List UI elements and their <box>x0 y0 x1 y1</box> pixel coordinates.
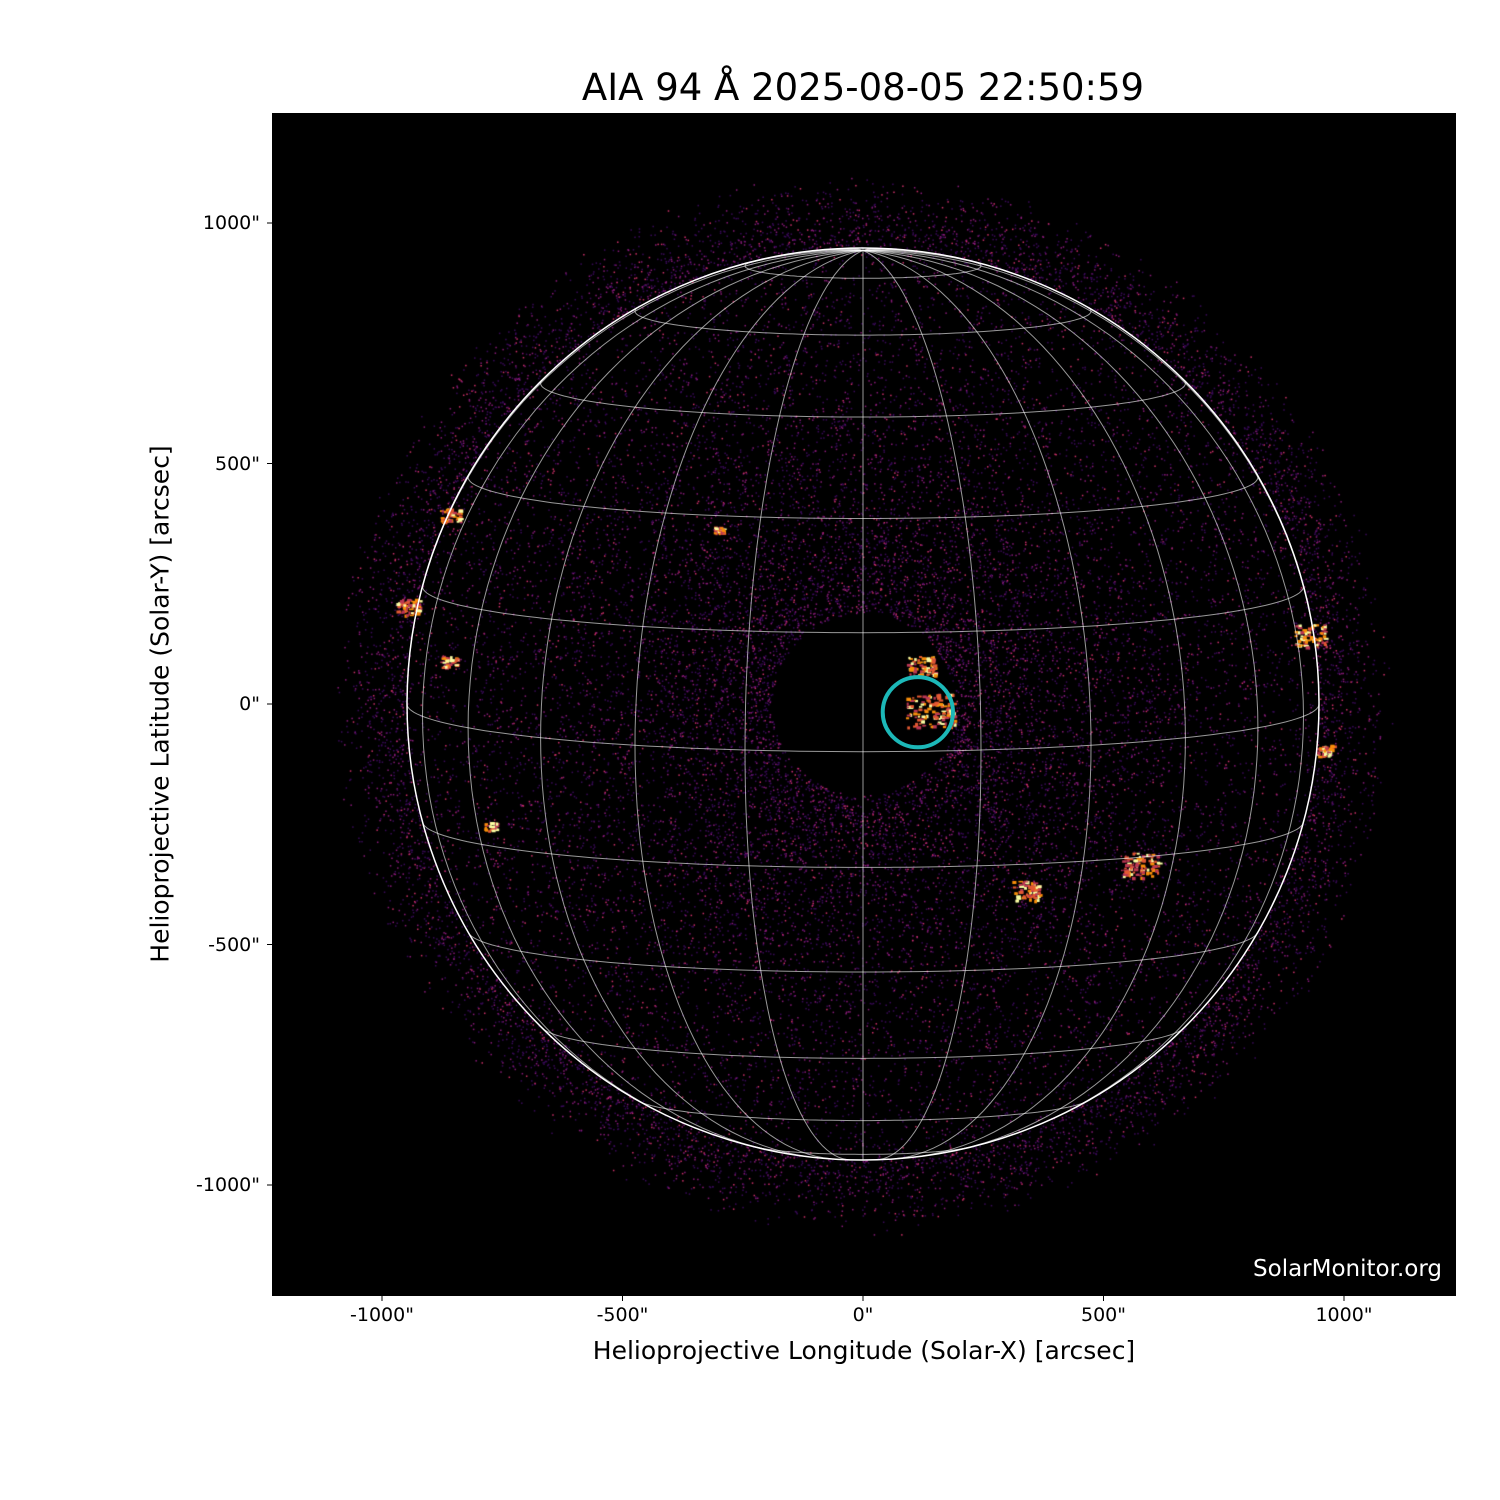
longitude-line <box>744 250 864 1160</box>
y-tick-label: -1000" <box>196 1174 260 1196</box>
x-tick-label: 500" <box>1080 1304 1127 1326</box>
y-tick-label: 1000" <box>202 212 260 234</box>
longitude-line <box>540 250 864 1157</box>
x-tick-label: -1000" <box>350 1304 414 1326</box>
longitude-line <box>467 250 864 1153</box>
longitude-line <box>862 250 1186 1157</box>
x-axis-label: Helioprojective Longitude (Solar-X) [arc… <box>592 1336 1136 1365</box>
y-tick-label: -500" <box>208 933 260 956</box>
longitude-line <box>862 250 1305 1124</box>
longitude-line <box>862 250 1259 1153</box>
solar-image <box>272 113 1456 1296</box>
solar-limb <box>406 247 1320 1161</box>
x-tick-label: 1000" <box>1315 1304 1373 1326</box>
y-tick-label: 500" <box>214 452 260 475</box>
highlight-circle <box>880 675 955 750</box>
x-tick-label: 0" <box>852 1304 874 1326</box>
watermark: SolarMonitor.org <box>1253 1256 1442 1282</box>
y-axis-label: Helioprojective Latitude (Solar-Y) [arcs… <box>145 445 175 963</box>
heliographic-grid <box>406 247 1320 1161</box>
longitude-line <box>862 250 982 1160</box>
x-tick-label: -500" <box>596 1304 649 1326</box>
longitude-line <box>862 250 1092 1160</box>
longitude-line <box>634 250 864 1160</box>
chart-title: AIA 94 Å 2025-08-05 22:50:59 <box>581 66 1145 109</box>
solar-image-plot: SolarMonitor.org <box>272 113 1456 1296</box>
y-tick-label: 0" <box>239 693 260 715</box>
longitude-line <box>421 250 864 1124</box>
